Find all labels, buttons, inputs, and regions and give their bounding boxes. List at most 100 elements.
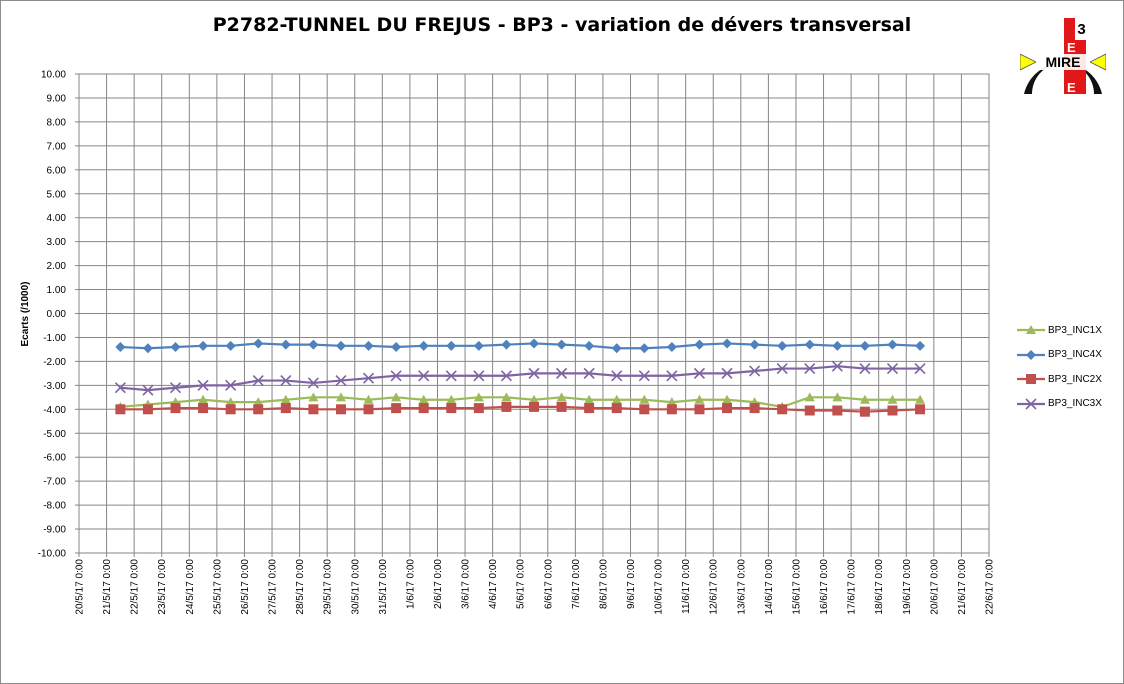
data-point xyxy=(639,343,650,354)
data-point xyxy=(114,382,126,394)
legend-swatch xyxy=(1017,325,1045,335)
data-point xyxy=(391,392,402,402)
data-point xyxy=(169,382,182,394)
data-point xyxy=(501,392,512,402)
x-tick-label: 11/6/17 0:00 xyxy=(681,559,692,614)
data-point xyxy=(170,342,181,353)
data-point xyxy=(446,394,457,404)
data-point xyxy=(611,370,623,382)
data-point xyxy=(556,392,567,402)
x-tick-label: 19/6/17 0:00 xyxy=(902,559,913,615)
data-point xyxy=(529,401,539,412)
data-point xyxy=(1026,374,1036,385)
data-point xyxy=(694,404,705,415)
data-point xyxy=(253,404,264,415)
x-tick-label: 13/6/17 0:00 xyxy=(736,559,747,615)
data-point xyxy=(142,343,153,354)
data-point xyxy=(832,340,843,351)
x-tick-label: 28/5/17 0:00 xyxy=(295,559,306,615)
data-point xyxy=(253,397,264,407)
data-point xyxy=(418,340,429,351)
data-point xyxy=(693,367,706,379)
data-point xyxy=(280,394,291,404)
data-point xyxy=(253,338,264,349)
data-point xyxy=(859,340,870,351)
x-tick-label: 23/5/17 0:00 xyxy=(157,559,168,615)
data-point xyxy=(446,403,457,414)
x-tick-label: 27/5/17 0:00 xyxy=(268,559,279,615)
data-point xyxy=(666,397,677,407)
y-tick-label: 6.00 xyxy=(47,165,67,176)
data-point xyxy=(308,392,319,402)
data-point xyxy=(335,374,347,387)
data-point xyxy=(391,342,402,353)
x-tick-label: 30/5/17 0:00 xyxy=(350,559,361,615)
x-tick-label: 17/6/17 0:00 xyxy=(847,559,858,615)
data-point xyxy=(638,370,650,382)
data-point xyxy=(722,403,733,414)
data-point xyxy=(915,340,926,351)
data-point xyxy=(529,338,539,349)
data-point xyxy=(363,394,374,404)
y-tick-label: -4.00 xyxy=(43,405,66,416)
data-point xyxy=(198,394,209,404)
svg-text:MIRE: MIRE xyxy=(1046,54,1081,70)
data-point xyxy=(308,339,319,350)
x-tick-label: 18/6/17 0:00 xyxy=(874,559,885,615)
data-point xyxy=(611,403,622,414)
data-point xyxy=(1025,398,1037,410)
data-point xyxy=(721,367,733,379)
data-point xyxy=(749,365,761,377)
data-point xyxy=(142,404,153,415)
data-point xyxy=(528,367,540,379)
data-point xyxy=(611,394,622,404)
data-point xyxy=(280,403,291,414)
data-point xyxy=(804,392,815,402)
data-point xyxy=(584,403,595,414)
series-BP3_INC2X xyxy=(115,401,926,417)
data-point xyxy=(722,394,733,404)
x-tick-label: 20/6/17 0:00 xyxy=(929,559,940,615)
legend-swatch xyxy=(1017,374,1045,385)
legend-swatch xyxy=(1017,349,1045,360)
data-point xyxy=(584,340,595,351)
y-tick-label: -10.00 xyxy=(38,549,67,560)
x-tick-label: 21/5/17 0:00 xyxy=(102,559,113,615)
data-point xyxy=(749,403,760,414)
x-tick-label: 10/6/17 0:00 xyxy=(654,559,665,615)
data-point xyxy=(391,403,402,414)
y-tick-label: 10.00 xyxy=(41,70,66,81)
chart-title: P2782-TUNNEL DU FREJUS - BP3 - variation… xyxy=(212,14,912,36)
mire-logo: 3 E E MIRE xyxy=(1020,16,1106,96)
data-point xyxy=(501,401,512,412)
data-point xyxy=(556,339,567,350)
legend-label: BP3_INC1X xyxy=(1048,324,1102,336)
data-point xyxy=(418,403,429,414)
data-point xyxy=(777,340,788,351)
data-point xyxy=(639,394,650,404)
data-point xyxy=(886,363,899,375)
y-tick-label: -5.00 xyxy=(43,429,66,440)
svg-text:E: E xyxy=(1067,40,1076,55)
data-point xyxy=(335,404,346,415)
data-point xyxy=(500,370,512,382)
svg-text:E: E xyxy=(1067,80,1076,95)
data-point xyxy=(225,379,237,391)
legend-label: BP3_INC4X xyxy=(1048,349,1102,361)
legend-item: BP3_INC1X xyxy=(1016,318,1120,343)
data-point xyxy=(804,363,816,375)
y-tick-label: -7.00 xyxy=(43,477,66,488)
data-point xyxy=(859,363,871,375)
data-point xyxy=(280,374,292,387)
data-point xyxy=(831,360,843,372)
y-tick-label: -1.00 xyxy=(43,333,66,344)
y-tick-label: -9.00 xyxy=(43,525,66,536)
data-point xyxy=(473,403,484,414)
data-point xyxy=(225,397,236,407)
data-point xyxy=(776,363,788,375)
data-point xyxy=(915,404,926,415)
data-point xyxy=(115,342,126,353)
x-tick-label: 6/6/17 0:00 xyxy=(543,559,554,609)
data-point xyxy=(859,406,870,417)
x-tick-label: 25/5/17 0:00 xyxy=(212,559,223,615)
